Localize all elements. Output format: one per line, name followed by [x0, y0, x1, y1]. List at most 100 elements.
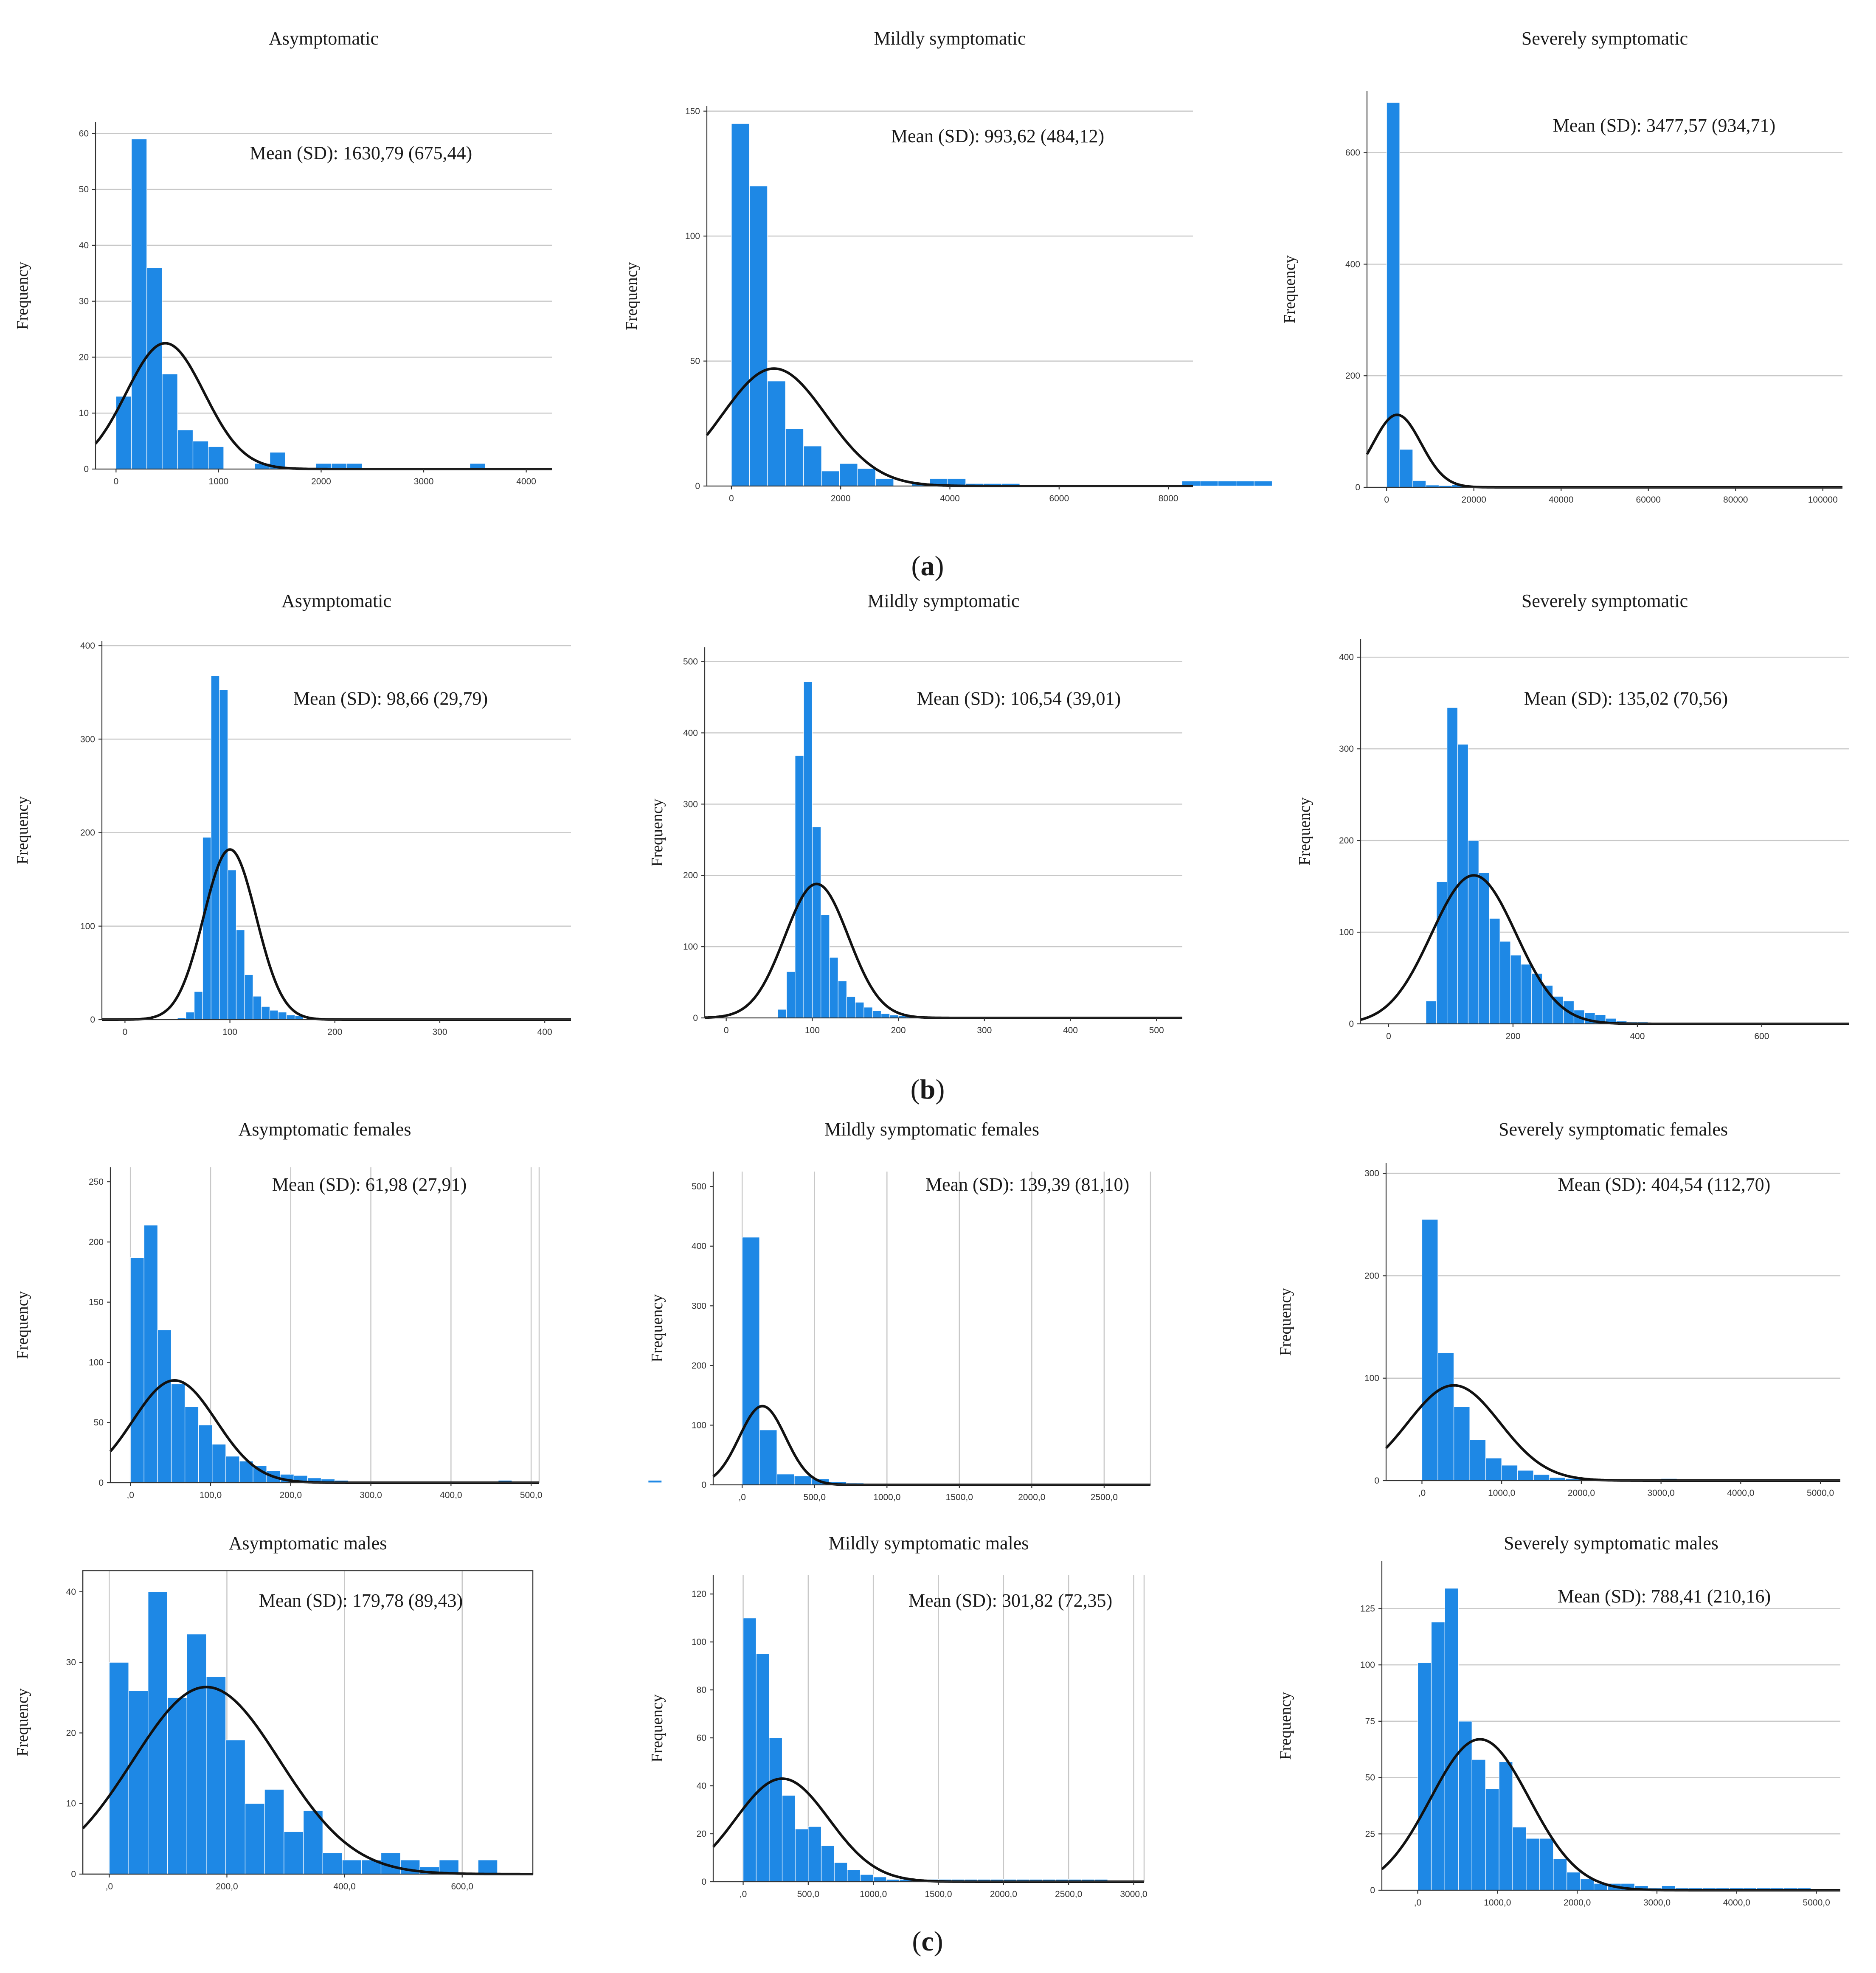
y-tick-label: 200 [1339, 836, 1354, 846]
x-tick-label: 2000,0 [990, 1889, 1017, 1899]
y-tick-label: 150 [89, 1298, 104, 1307]
x-tick-label: ,0 [106, 1882, 113, 1891]
y-tick-label: 200 [89, 1237, 104, 1247]
x-tick-label: 1000 [209, 477, 229, 486]
histogram-panel: Mildly symptomatic females 0 100 200 300 400 5… [648, 1119, 1151, 1502]
y-tick-label: 50 [79, 185, 89, 194]
x-tick-label: 3000 [414, 477, 434, 486]
histogram-bar [1526, 1838, 1540, 1891]
histogram-bar [872, 1010, 882, 1018]
y-tick-label: 400 [80, 641, 95, 651]
x-tick-label: 3000,0 [1648, 1488, 1675, 1498]
histogram-panel: Mildly symptomatic males 0 20 40 60 80 100 120,… [648, 1533, 1148, 1899]
histogram-bar [211, 675, 220, 1020]
y-tick-label: 50 [94, 1418, 104, 1428]
x-tick-label: 1000,0 [873, 1492, 900, 1502]
histogram-bar [167, 1697, 187, 1875]
x-tick-label: ,0 [127, 1490, 134, 1500]
histogram-bar [264, 1789, 284, 1875]
y-tick-label: 20 [66, 1728, 76, 1738]
y-tick-label: 400 [1339, 652, 1354, 662]
x-tick-label: 0 [1384, 495, 1389, 505]
x-tick-label: 1000,0 [1484, 1898, 1511, 1908]
histogram-bar [786, 971, 796, 1018]
y-tick-label: 300 [683, 799, 698, 809]
y-tick-label: 300 [1364, 1169, 1379, 1178]
y-tick-label: 300 [1339, 744, 1354, 754]
x-tick-label: 8000 [1159, 494, 1178, 503]
x-tick-label: 200 [891, 1026, 906, 1035]
y-tick-label: 60 [79, 129, 89, 138]
histogram-panel: Severely symptomatic 0 100 200 300 400 0 200 400… [1296, 590, 1849, 1041]
y-tick-label: 40 [79, 241, 89, 250]
y-tick-label: 10 [79, 408, 89, 418]
histogram-bar [749, 185, 768, 486]
y-axis-title: Frequency [1277, 1288, 1294, 1356]
histogram-bar [1469, 1439, 1486, 1481]
y-tick-label: 40 [697, 1781, 706, 1791]
x-tick-label: ,0 [1418, 1488, 1426, 1498]
x-tick-label: 2000,0 [1018, 1492, 1045, 1502]
histogram-bar [756, 1653, 770, 1882]
histogram-bar [157, 1329, 172, 1483]
y-tick-label: 100 [80, 922, 95, 931]
x-tick-label: 400,0 [440, 1490, 462, 1500]
histogram-bar [186, 1012, 195, 1020]
mean-sd-label: Mean (SD): 61,98 (27,91) [272, 1174, 467, 1195]
x-tick-label: 0 [123, 1027, 128, 1037]
y-tick-label: 200 [1364, 1271, 1379, 1281]
x-tick-label: 2000 [311, 477, 331, 486]
y-tick-label: 120 [692, 1589, 706, 1599]
x-tick-label: 2000,0 [1568, 1488, 1595, 1498]
histogram-bar [194, 991, 203, 1020]
y-tick-label: 25 [1365, 1829, 1375, 1839]
histogram-bar [803, 681, 813, 1018]
mean-sd-label: Mean (SD): 788,41 (210,16) [1558, 1586, 1771, 1607]
y-axis-title: Frequency [1281, 255, 1299, 323]
y-axis-title: Frequency [14, 796, 31, 864]
histogram-bar [1499, 1761, 1513, 1891]
y-tick-label: 50 [690, 357, 700, 366]
histogram-panel: Asymptomatic females 0 50 100 150 200 250 ,0 100… [14, 1119, 662, 1500]
histogram-panel: Asymptomatic males 0 10 20 30 40 ,0 200,0 400,0 6… [14, 1533, 534, 1891]
histogram-bar [829, 957, 838, 1018]
histogram-bar [857, 468, 876, 486]
y-tick-label: 0 [1349, 1019, 1354, 1029]
x-tick-label: 3000,0 [1643, 1898, 1671, 1908]
y-tick-label: 10 [66, 1799, 76, 1809]
histogram-bar [261, 1006, 270, 1020]
histogram-bar [1412, 480, 1426, 488]
histogram-bar [177, 430, 194, 469]
histogram-bar [1254, 481, 1273, 486]
y-axis-title: Frequency [648, 798, 666, 866]
panel-title: Mildly symptomatic [874, 28, 1026, 49]
histogram-bar [1453, 1406, 1470, 1481]
histogram-bar [1567, 1872, 1581, 1891]
mean-sd-label: Mean (SD): 301,82 (72,35) [908, 1590, 1112, 1611]
histogram-bar [1533, 1474, 1550, 1481]
y-axis-title: Frequency [14, 1688, 31, 1756]
histogram-bar [855, 1002, 864, 1018]
histogram-bar [785, 428, 804, 486]
x-tick-label: 500,0 [803, 1492, 826, 1502]
histogram-panel: Asymptomatic 0 10 20 30 40 50 60 0 1000 2000 3000 40… [14, 28, 552, 486]
panel-title: Severely symptomatic [1522, 28, 1688, 49]
y-axis-title: Frequency [1277, 1692, 1294, 1759]
y-tick-label: 0 [695, 481, 700, 491]
histogram-bar [206, 1676, 226, 1875]
histogram-panel: Asymptomatic 0 100 200 300 400 0 100 200 300 400 Fr… [14, 590, 571, 1037]
histogram-bar [1553, 1858, 1567, 1891]
histogram-bar [186, 1634, 207, 1875]
histogram-bar [1468, 840, 1479, 1024]
histogram-bar [208, 446, 224, 469]
y-tick-label: 400 [692, 1242, 706, 1251]
section-label: (a) [911, 551, 944, 582]
histogram-bar [1431, 1622, 1445, 1891]
x-tick-label: 200,0 [216, 1882, 238, 1891]
y-tick-label: 30 [79, 297, 89, 306]
histogram-bar [880, 1013, 890, 1018]
histogram-bar [244, 974, 253, 1020]
y-tick-label: 0 [90, 1015, 95, 1025]
x-tick-label: 2000 [831, 494, 851, 503]
histogram-bar [1471, 1759, 1486, 1891]
